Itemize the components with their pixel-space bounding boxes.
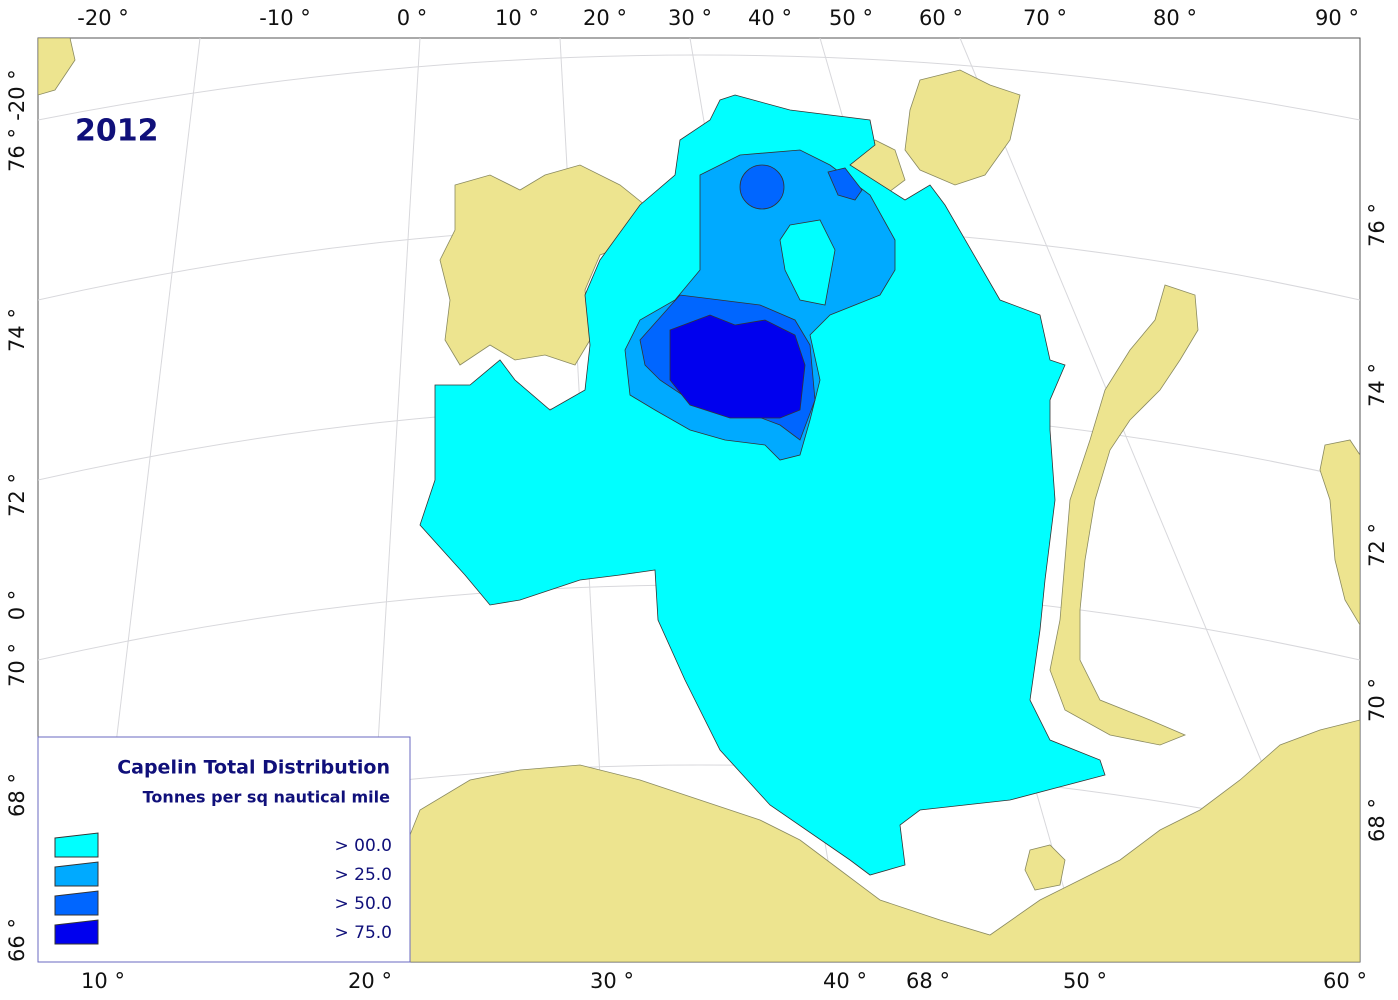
left-axis-label: 66 ° bbox=[5, 918, 29, 962]
top-axis-label: 60 ° bbox=[919, 6, 963, 30]
legend-label: > 25.0 bbox=[335, 865, 393, 885]
top-axis-label: 40 ° bbox=[748, 6, 792, 30]
top-axis-label: 80 ° bbox=[1153, 6, 1197, 30]
top-axis-label: 20 ° bbox=[583, 6, 627, 30]
right-axis-label: 68 ° bbox=[1365, 798, 1389, 842]
bottom-axis-label: 60 ° bbox=[1323, 969, 1367, 993]
top-axis-label: 10 ° bbox=[495, 6, 539, 30]
legend: Capelin Total Distribution Tonnes per sq… bbox=[37, 736, 411, 963]
left-axis-label: 76 ° bbox=[5, 128, 29, 172]
left-axis-label: 74 ° bbox=[5, 308, 29, 352]
year-label: 2012 bbox=[75, 114, 159, 149]
right-axis-label: 74 ° bbox=[1365, 363, 1389, 407]
top-axis-label: 90 ° bbox=[1315, 6, 1359, 30]
left-axis-label: 70 ° bbox=[5, 643, 29, 687]
top-axis-label: 0 ° bbox=[397, 6, 428, 30]
capelin-distribution bbox=[419, 94, 1106, 876]
right-axis-label: 76 ° bbox=[1365, 203, 1389, 247]
bottom-axis-label: 30 ° bbox=[590, 969, 634, 993]
legend-label: > 50.0 bbox=[335, 894, 393, 914]
right-axis-label: 70 ° bbox=[1365, 678, 1389, 722]
bottom-axis-label: 20 ° bbox=[348, 969, 392, 993]
bottom-axis-label: 10 ° bbox=[81, 969, 125, 993]
left-axis-label: 68 ° bbox=[5, 773, 29, 817]
legend-swatch bbox=[54, 861, 99, 887]
legend-subtitle: Tonnes per sq nautical mile bbox=[143, 788, 391, 807]
legend-swatch bbox=[54, 832, 99, 858]
legend-label: > 75.0 bbox=[335, 923, 393, 943]
top-axis-label: -10 ° bbox=[259, 6, 310, 30]
left-axis-label: 0 ° bbox=[5, 590, 29, 621]
top-axis-label: 50 ° bbox=[829, 6, 873, 30]
top-axis-label: 30 ° bbox=[668, 6, 712, 30]
top-axis-label: 70 ° bbox=[1023, 6, 1067, 30]
right-axis-label: 72 ° bbox=[1365, 523, 1389, 567]
bottom-axis-label: 68 ° bbox=[906, 969, 950, 993]
bottom-axis-label: 50 ° bbox=[1063, 969, 1107, 993]
legend-label: > 00.0 bbox=[335, 836, 393, 856]
left-axis-label: 72 ° bbox=[5, 473, 29, 517]
legend-title: Capelin Total Distribution bbox=[117, 757, 390, 779]
bottom-axis-label: 40 ° bbox=[823, 969, 867, 993]
legend-swatch bbox=[54, 890, 99, 916]
left-axis-label: -20 ° bbox=[5, 69, 29, 120]
legend-box bbox=[37, 736, 411, 963]
legend-swatch bbox=[54, 919, 99, 945]
top-axis-label: -20 ° bbox=[77, 6, 128, 30]
